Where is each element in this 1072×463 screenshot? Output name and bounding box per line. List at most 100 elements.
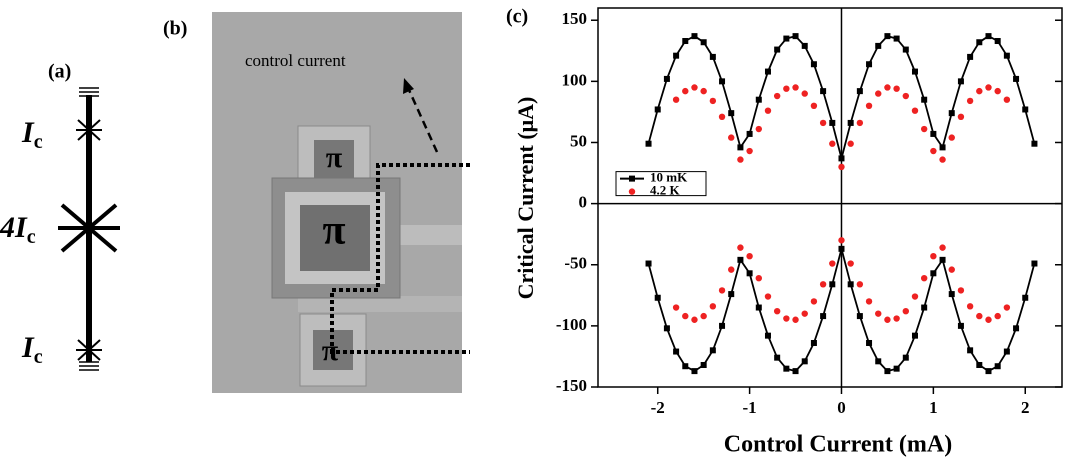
point: [866, 61, 872, 67]
point: [875, 43, 881, 49]
point: [838, 246, 844, 252]
point: [737, 257, 743, 263]
point: [664, 76, 670, 82]
point: [774, 47, 780, 53]
point: [930, 253, 936, 259]
point: [829, 141, 835, 147]
point: [802, 358, 808, 364]
point: [783, 36, 789, 42]
point: [710, 303, 716, 309]
point: [646, 141, 652, 147]
panel-label: (b): [163, 18, 187, 40]
point: [921, 275, 927, 281]
point: [820, 281, 826, 287]
point: [673, 96, 679, 102]
point: [958, 114, 964, 120]
point: [967, 98, 973, 104]
point: [848, 281, 854, 287]
point: [728, 134, 734, 140]
point: [884, 317, 890, 323]
point: [700, 88, 706, 94]
legend-marker: [629, 176, 635, 182]
point: [691, 33, 697, 39]
point: [848, 120, 854, 126]
point: [829, 281, 835, 287]
point: [866, 340, 872, 346]
point: [701, 362, 707, 368]
point: [866, 103, 872, 109]
point: [682, 313, 688, 319]
point: [838, 164, 844, 170]
point: [811, 298, 817, 304]
point: [1022, 106, 1028, 112]
point: [691, 317, 697, 323]
point: [673, 304, 679, 310]
panel-a: (a) Ic 4Ic Ic: [0, 61, 120, 370]
point: [802, 43, 808, 49]
point: [783, 366, 789, 372]
point: [792, 317, 798, 323]
pi-label: π: [322, 208, 345, 254]
point: [765, 293, 771, 299]
point: [673, 53, 679, 59]
point: [1004, 349, 1010, 355]
point: [682, 363, 688, 369]
point: [765, 333, 771, 339]
point: [949, 110, 955, 116]
x-axis-label: Control Current (mA): [724, 432, 952, 458]
annotation: control current: [245, 51, 346, 70]
point: [958, 78, 964, 84]
point: [710, 347, 716, 353]
point: [820, 313, 826, 319]
ground-bottom: [79, 362, 99, 370]
panel-label: (a): [48, 61, 71, 83]
point: [756, 97, 762, 103]
point: [847, 260, 853, 266]
point: [783, 315, 789, 321]
point: [875, 358, 881, 364]
pi-label: π: [326, 141, 343, 174]
point: [774, 93, 780, 99]
point: [976, 39, 982, 45]
point: [985, 84, 991, 90]
point: [894, 36, 900, 42]
y-tick-label: 50: [570, 131, 587, 150]
point: [921, 97, 927, 103]
point: [884, 84, 890, 90]
point: [664, 325, 670, 331]
point: [1004, 304, 1010, 310]
point: [930, 131, 936, 137]
point: [811, 103, 817, 109]
point: [728, 266, 734, 272]
y-tick-label: 0: [579, 193, 588, 212]
point: [700, 313, 706, 319]
point: [921, 126, 927, 132]
point: [811, 340, 817, 346]
point: [728, 291, 734, 297]
point: [985, 317, 991, 323]
point: [976, 313, 982, 319]
point: [875, 90, 881, 96]
point: [820, 120, 826, 126]
point: [719, 287, 725, 293]
point: [691, 84, 697, 90]
junction-label: Ic: [21, 331, 43, 368]
point: [747, 131, 753, 137]
point: [912, 107, 918, 113]
point: [737, 244, 743, 250]
point: [756, 305, 762, 311]
figure: (a) Ic 4Ic Ic (b) π π π: [0, 0, 1072, 463]
point: [893, 85, 899, 91]
point: [866, 298, 872, 304]
point: [719, 78, 725, 84]
point: [792, 84, 798, 90]
point: [930, 270, 936, 276]
point: [811, 61, 817, 67]
point: [682, 38, 688, 44]
point: [921, 305, 927, 311]
x-tick-label: 1: [929, 398, 938, 417]
point: [793, 33, 799, 39]
point: [958, 323, 964, 329]
x-tick-label: -2: [651, 398, 665, 417]
point: [958, 287, 964, 293]
